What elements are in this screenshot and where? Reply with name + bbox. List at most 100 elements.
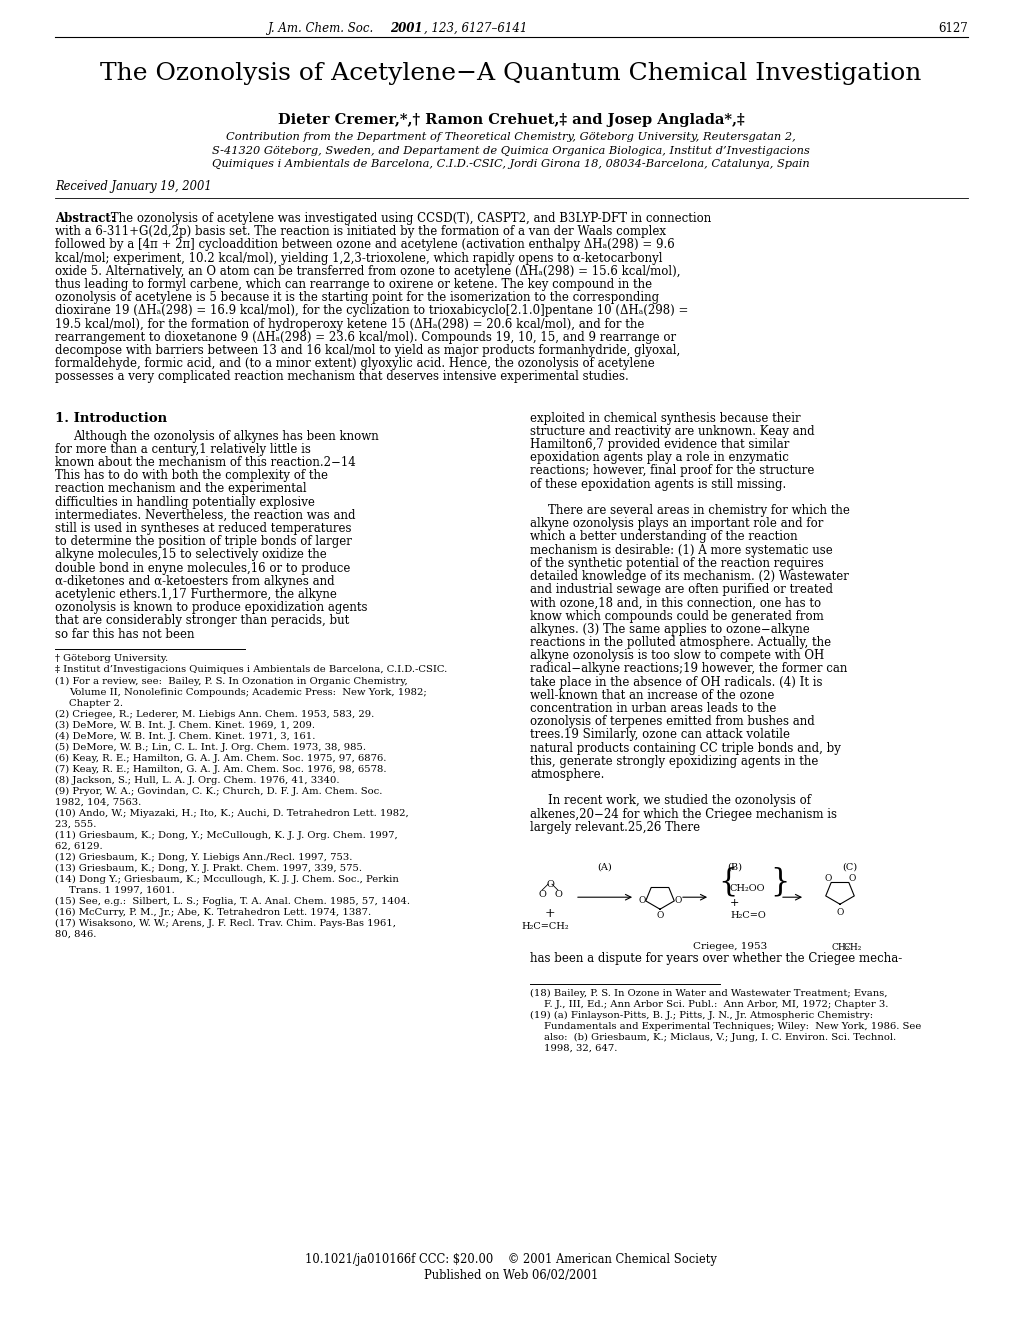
Text: kcal/mol; experiment, 10.2 kcal/mol), yielding 1,2,3-trioxolene, which rapidly o: kcal/mol; experiment, 10.2 kcal/mol), yi… xyxy=(55,252,662,264)
Text: still is used in syntheses at reduced temperatures: still is used in syntheses at reduced te… xyxy=(55,521,352,535)
Text: 1982, 104, 7563.: 1982, 104, 7563. xyxy=(55,797,141,807)
Text: mechanism is desirable: (1) A more systematic use: mechanism is desirable: (1) A more syste… xyxy=(530,544,832,557)
Text: (10) Ando, W.; Miyazaki, H.; Ito, K.; Auchi, D. Tetrahedron Lett. 1982,: (10) Ando, W.; Miyazaki, H.; Ito, K.; Au… xyxy=(55,809,409,818)
Text: CH₂: CH₂ xyxy=(843,942,861,952)
Text: S-41320 Göteborg, Sweden, and Departament de Quimica Organica Biologica, Institu: S-41320 Göteborg, Sweden, and Departamen… xyxy=(212,145,809,156)
Text: (9) Pryor, W. A.; Govindan, C. K.; Church, D. F. J. Am. Chem. Soc.: (9) Pryor, W. A.; Govindan, C. K.; Churc… xyxy=(55,787,382,796)
Text: ozonolysis of acetylene is 5 because it is the starting point for the isomerizat: ozonolysis of acetylene is 5 because it … xyxy=(55,292,658,304)
Text: 1998, 32, 647.: 1998, 32, 647. xyxy=(543,1044,616,1052)
Text: rearrangement to dioxetanone 9 (ΔHₐ(298) = 23.6 kcal/mol). Compounds 19, 10, 15,: rearrangement to dioxetanone 9 (ΔHₐ(298)… xyxy=(55,331,676,343)
Text: This has to do with both the complexity of the: This has to do with both the complexity … xyxy=(55,469,328,482)
Text: CH₂: CH₂ xyxy=(832,942,850,952)
Text: (12) Griesbaum, K.; Dong, Y. Liebigs Ann./Recl. 1997, 753.: (12) Griesbaum, K.; Dong, Y. Liebigs Ann… xyxy=(55,853,352,862)
Text: (11) Griesbaum, K.; Dong, Y.; McCullough, K. J. J. Org. Chem. 1997,: (11) Griesbaum, K.; Dong, Y.; McCullough… xyxy=(55,830,397,840)
Text: oxide 5. Alternatively, an O atom can be transferred from ozone to acetylene (ΔH: oxide 5. Alternatively, an O atom can be… xyxy=(55,265,680,277)
Text: (13) Griesbaum, K.; Dong, Y. J. Prakt. Chem. 1997, 339, 575.: (13) Griesbaum, K.; Dong, Y. J. Prakt. C… xyxy=(55,863,362,873)
Text: 1. Introduction: 1. Introduction xyxy=(55,412,167,425)
Text: followed by a [4π + 2π] cycloaddition between ozone and acetylene (activation en: followed by a [4π + 2π] cycloaddition be… xyxy=(55,239,675,251)
Text: O: O xyxy=(823,874,830,883)
Text: , 123, 6127–6141: , 123, 6127–6141 xyxy=(424,22,527,36)
Text: Hamilton6,7 provided evidence that similar: Hamilton6,7 provided evidence that simil… xyxy=(530,438,789,451)
Text: alkynes. (3) The same applies to ozone−alkyne: alkynes. (3) The same applies to ozone−a… xyxy=(530,623,809,636)
Text: known about the mechanism of this reaction.2−14: known about the mechanism of this reacti… xyxy=(55,455,356,469)
Text: There are several areas in chemistry for which the: There are several areas in chemistry for… xyxy=(547,504,849,517)
Text: with a 6-311+G(2d,2p) basis set. The reaction is initiated by the formation of a: with a 6-311+G(2d,2p) basis set. The rea… xyxy=(55,226,665,238)
Text: The ozonolysis of acetylene was investigated using CCSD(T), CASPT2, and B3LYP-DF: The ozonolysis of acetylene was investig… xyxy=(107,213,710,224)
Text: alkyne ozonolysis plays an important role and for: alkyne ozonolysis plays an important rol… xyxy=(530,517,822,531)
Text: so far this has not been: so far this has not been xyxy=(55,627,195,640)
Text: }: } xyxy=(769,867,789,898)
Text: alkyne ozonolysis is too slow to compete with OH: alkyne ozonolysis is too slow to compete… xyxy=(530,649,823,663)
Text: O: O xyxy=(836,908,843,916)
Text: with ozone,18 and, in this connection, one has to: with ozone,18 and, in this connection, o… xyxy=(530,597,820,610)
Text: Published on Web 06/02/2001: Published on Web 06/02/2001 xyxy=(424,1269,597,1282)
Text: thus leading to formyl carbene, which can rearrange to oxirene or ketene. The ke: thus leading to formyl carbene, which ca… xyxy=(55,279,651,290)
Text: ‡ Institut d’Investigacions Quimiques i Ambientals de Barcelona, C.I.D.-CSIC.: ‡ Institut d’Investigacions Quimiques i … xyxy=(55,665,446,673)
Text: Criegee, 1953: Criegee, 1953 xyxy=(692,942,766,952)
Text: +: + xyxy=(544,907,554,920)
Text: 62, 6129.: 62, 6129. xyxy=(55,842,103,851)
Text: The Ozonolysis of Acetylene−A Quantum Chemical Investigation: The Ozonolysis of Acetylene−A Quantum Ch… xyxy=(100,62,921,84)
Text: exploited in chemical synthesis because their: exploited in chemical synthesis because … xyxy=(530,412,800,425)
Text: (C): (C) xyxy=(842,862,857,871)
Text: 6127: 6127 xyxy=(937,22,967,36)
Text: dioxirane 19 (ΔHₐ(298) = 16.9 kcal/mol), for the cyclization to trioxabicyclo[2.: dioxirane 19 (ΔHₐ(298) = 16.9 kcal/mol),… xyxy=(55,305,688,317)
Text: CH₂OO: CH₂OO xyxy=(730,884,764,894)
Text: Dieter Cremer,*,† Ramon Crehuet,‡ and Josep Anglada*,‡: Dieter Cremer,*,† Ramon Crehuet,‡ and Jo… xyxy=(277,114,744,127)
Text: (17) Wisaksono, W. W.; Arens, J. F. Recl. Trav. Chim. Pays-Bas 1961,: (17) Wisaksono, W. W.; Arens, J. F. Recl… xyxy=(55,919,395,928)
Text: 2001: 2001 xyxy=(389,22,422,36)
Text: to determine the position of triple bonds of larger: to determine the position of triple bond… xyxy=(55,535,352,548)
Text: (16) McCurry, P. M., Jr.; Abe, K. Tetrahedron Lett. 1974, 1387.: (16) McCurry, P. M., Jr.; Abe, K. Tetrah… xyxy=(55,908,371,917)
Text: H₂C=O: H₂C=O xyxy=(730,911,765,920)
Text: (14) Dong Y.; Griesbaum, K.; Mccullough, K. J. J. Chem. Soc., Perkin: (14) Dong Y.; Griesbaum, K.; Mccullough,… xyxy=(55,875,398,884)
Text: detailed knowledge of its mechanism. (2) Wastewater: detailed knowledge of its mechanism. (2)… xyxy=(530,570,848,583)
Text: epoxidation agents play a role in enzymatic: epoxidation agents play a role in enzyma… xyxy=(530,451,788,465)
Text: alkyne molecules,15 to selectively oxidize the: alkyne molecules,15 to selectively oxidi… xyxy=(55,548,326,561)
Text: (19) (a) Finlayson-Pitts, B. J.; Pitts, J. N., Jr. Atmospheric Chemistry:: (19) (a) Finlayson-Pitts, B. J.; Pitts, … xyxy=(530,1011,872,1020)
Text: reaction mechanism and the experimental: reaction mechanism and the experimental xyxy=(55,482,307,495)
Text: take place in the absence of OH radicals. (4) It is: take place in the absence of OH radicals… xyxy=(530,676,821,689)
Text: ozonolysis of terpenes emitted from bushes and: ozonolysis of terpenes emitted from bush… xyxy=(530,715,814,729)
Text: decompose with barriers between 13 and 16 kcal/mol to yield as major products fo: decompose with barriers between 13 and 1… xyxy=(55,345,680,356)
Text: trees.19 Similarly, ozone can attack volatile: trees.19 Similarly, ozone can attack vol… xyxy=(530,729,790,742)
Text: of the synthetic potential of the reaction requires: of the synthetic potential of the reacti… xyxy=(530,557,823,570)
Text: (5) DeMore, W. B.; Lin, C. L. Int. J. Org. Chem. 1973, 38, 985.: (5) DeMore, W. B.; Lin, C. L. Int. J. Or… xyxy=(55,743,366,752)
Text: double bond in enyne molecules,16 or to produce: double bond in enyne molecules,16 or to … xyxy=(55,561,351,574)
Text: (15) See, e.g.:  Silbert, L. S.; Foglia, T. A. Anal. Chem. 1985, 57, 1404.: (15) See, e.g.: Silbert, L. S.; Foglia, … xyxy=(55,896,410,906)
Text: (18) Bailey, P. S. In Ozone in Water and Wastewater Treatment; Evans,: (18) Bailey, P. S. In Ozone in Water and… xyxy=(530,989,887,998)
Text: reactions; however, final proof for the structure: reactions; however, final proof for the … xyxy=(530,465,813,478)
Text: (6) Keay, R. E.; Hamilton, G. A. J. Am. Chem. Soc. 1975, 97, 6876.: (6) Keay, R. E.; Hamilton, G. A. J. Am. … xyxy=(55,754,386,763)
Text: formaldehyde, formic acid, and (to a minor extent) glyoxylic acid. Hence, the oz: formaldehyde, formic acid, and (to a min… xyxy=(55,358,654,370)
Text: O: O xyxy=(553,890,561,899)
Text: alkenes,20−24 for which the Criegee mechanism is: alkenes,20−24 for which the Criegee mech… xyxy=(530,808,837,821)
Text: Contribution from the Department of Theoretical Chemistry, Göteborg University, : Contribution from the Department of Theo… xyxy=(226,132,795,143)
Text: Received January 19, 2001: Received January 19, 2001 xyxy=(55,180,212,193)
Text: H₂C=CH₂: H₂C=CH₂ xyxy=(521,923,569,931)
Text: O: O xyxy=(655,911,663,920)
Text: know which compounds could be generated from: know which compounds could be generated … xyxy=(530,610,823,623)
Text: 23, 555.: 23, 555. xyxy=(55,820,96,829)
Text: Trans. 1 1997, 1601.: Trans. 1 1997, 1601. xyxy=(69,886,174,895)
Text: {: { xyxy=(717,867,737,898)
Text: 80, 846.: 80, 846. xyxy=(55,929,96,939)
Text: J. Am. Chem. Soc.: J. Am. Chem. Soc. xyxy=(268,22,378,36)
Text: radical−alkyne reactions;19 however, the former can: radical−alkyne reactions;19 however, the… xyxy=(530,663,847,676)
Text: intermediates. Nevertheless, the reaction was and: intermediates. Nevertheless, the reactio… xyxy=(55,508,356,521)
Text: F. J., III, Ed.; Ann Arbor Sci. Publ.:  Ann Arbor, MI, 1972; Chapter 3.: F. J., III, Ed.; Ann Arbor Sci. Publ.: A… xyxy=(543,999,888,1008)
Text: † Göteborg University.: † Göteborg University. xyxy=(55,653,168,663)
Text: and industrial sewage are often purified or treated: and industrial sewage are often purified… xyxy=(530,583,833,597)
Text: (4) DeMore, W. B. Int. J. Chem. Kinet. 1971, 3, 161.: (4) DeMore, W. B. Int. J. Chem. Kinet. 1… xyxy=(55,731,315,741)
Text: (1) For a review, see:  Bailey, P. S. In Ozonation in Organic Chemistry,: (1) For a review, see: Bailey, P. S. In … xyxy=(55,677,408,686)
Text: Abstract:: Abstract: xyxy=(55,213,115,224)
Text: In recent work, we studied the ozonolysis of: In recent work, we studied the ozonolysi… xyxy=(547,795,810,808)
Text: also:  (b) Griesbaum, K.; Miclaus, V.; Jung, I. C. Environ. Sci. Technol.: also: (b) Griesbaum, K.; Miclaus, V.; Ju… xyxy=(543,1032,896,1041)
Text: (8) Jackson, S.; Hull, L. A. J. Org. Chem. 1976, 41, 3340.: (8) Jackson, S.; Hull, L. A. J. Org. Che… xyxy=(55,776,339,785)
Text: O: O xyxy=(848,874,855,883)
Text: well-known that an increase of the ozone: well-known that an increase of the ozone xyxy=(530,689,773,702)
Text: natural products containing CC triple bonds and, by: natural products containing CC triple bo… xyxy=(530,742,840,755)
Text: Volume II, Nonolefinic Compounds; Academic Press:  New York, 1982;: Volume II, Nonolefinic Compounds; Academ… xyxy=(69,688,426,697)
Text: Chapter 2.: Chapter 2. xyxy=(69,698,123,708)
Text: (2) Criegee, R.; Lederer, M. Liebigs Ann. Chem. 1953, 583, 29.: (2) Criegee, R.; Lederer, M. Liebigs Ann… xyxy=(55,710,374,719)
Text: atmosphere.: atmosphere. xyxy=(530,768,604,781)
Text: Although the ozonolysis of alkynes has been known: Although the ozonolysis of alkynes has b… xyxy=(73,429,378,442)
